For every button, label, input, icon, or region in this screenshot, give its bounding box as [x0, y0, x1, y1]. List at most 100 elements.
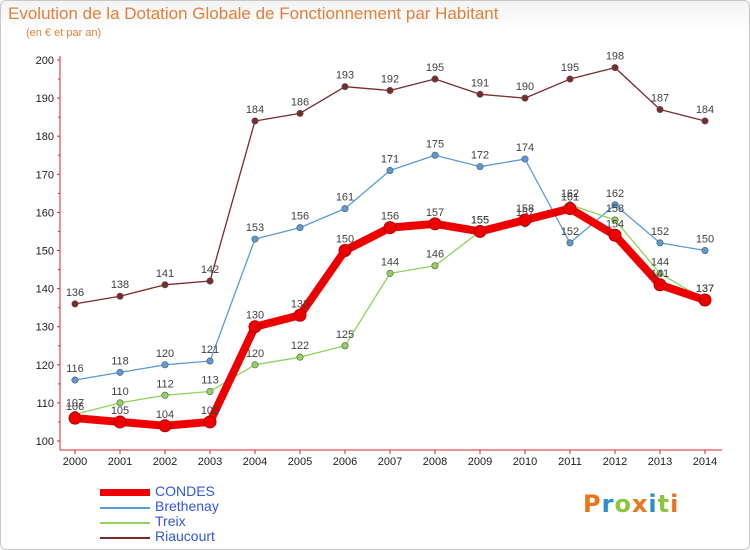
data-label-brethenay: 150: [696, 234, 714, 246]
y-tick-label: 180: [36, 131, 54, 143]
data-point-condes: [293, 308, 307, 322]
data-label-riaucourt: 136: [66, 287, 84, 299]
data-label-condes: 158: [516, 203, 534, 215]
data-point-riaucourt: [71, 300, 79, 308]
data-label-brethenay: 153: [246, 222, 264, 234]
data-label-brethenay: 116: [66, 363, 84, 375]
data-label-brethenay: 162: [606, 188, 624, 200]
data-label-brethenay: 120: [156, 348, 174, 360]
data-label-riaucourt: 186: [291, 96, 309, 108]
x-tick-label: 2013: [648, 456, 672, 468]
chart-legend: CONDES Brethenay Treix Riaucourt: [100, 483, 320, 545]
data-label-condes: 154: [606, 218, 624, 230]
y-tick-label: 110: [36, 398, 54, 410]
data-label-treix: 155: [471, 214, 489, 226]
data-label-brethenay: 152: [561, 226, 579, 238]
data-point-treix: [656, 269, 664, 277]
data-point-brethenay: [521, 155, 529, 163]
y-tick-label: 130: [36, 322, 54, 334]
chart-subtitle: (en € et par an): [26, 27, 102, 39]
data-label-brethenay: 121: [201, 344, 219, 356]
y-tick-label: 160: [36, 207, 54, 219]
x-tick-label: 2009: [468, 456, 492, 468]
data-label-condes: 141: [651, 268, 669, 280]
data-point-riaucourt: [251, 117, 259, 125]
data-label-riaucourt: 142: [201, 264, 219, 276]
data-label-riaucourt: 187: [651, 93, 669, 105]
data-label-treix: 162: [561, 188, 579, 200]
data-label-condes: 104: [156, 409, 174, 421]
series-line-condes: [71, 204, 709, 430]
data-point-brethenay: [296, 224, 304, 232]
data-point-treix: [296, 353, 304, 361]
data-label-condes: 105: [201, 405, 219, 417]
data-point-condes: [653, 278, 667, 292]
data-label-treix: 158: [606, 203, 624, 215]
data-label-brethenay: 118: [111, 355, 129, 367]
legend-item-riaucourt: Riaucourt: [100, 528, 320, 545]
legend-label: CONDES: [155, 483, 215, 499]
y-tick-label: 190: [36, 93, 54, 105]
data-point-treix: [206, 387, 214, 395]
x-tick-label: 2007: [378, 456, 402, 468]
data-label-condes: 150: [336, 234, 354, 246]
data-point-brethenay: [611, 201, 619, 209]
y-tick-label: 100: [36, 436, 54, 448]
data-point-riaucourt: [521, 94, 529, 102]
logo-letter: t: [657, 490, 671, 518]
data-label-condes: 137: [696, 283, 714, 295]
data-point-treix: [386, 269, 394, 277]
data-point-brethenay: [386, 166, 394, 174]
data-label-brethenay: 175: [426, 138, 444, 150]
data-point-riaucourt: [206, 277, 214, 285]
legend-item-brethenay: Brethenay: [100, 498, 320, 515]
data-point-condes: [338, 244, 352, 257]
data-point-condes: [428, 217, 442, 231]
data-point-brethenay: [476, 163, 484, 171]
y-tick-label: 170: [36, 169, 54, 181]
data-label-treix: 107: [66, 397, 84, 409]
y-tick-label: 140: [36, 284, 54, 296]
data-label-treix: 112: [156, 378, 174, 390]
data-label-riaucourt: 192: [381, 73, 399, 85]
x-tick-label: 2010: [513, 456, 537, 468]
data-label-riaucourt: 138: [111, 279, 129, 291]
data-label-brethenay: 156: [291, 211, 309, 223]
data-point-treix: [611, 216, 619, 224]
data-point-condes: [608, 228, 622, 242]
legend-label: Brethenay: [155, 498, 219, 514]
data-label-brethenay: 171: [381, 153, 399, 165]
data-point-brethenay: [566, 239, 574, 247]
data-label-treix: 125: [336, 329, 354, 341]
y-tick-label: 120: [36, 360, 54, 372]
data-label-condes: 133: [291, 298, 309, 310]
logo-letter: P: [583, 490, 602, 518]
x-tick-label: 2012: [603, 456, 627, 468]
data-point-brethenay: [341, 205, 349, 213]
logo-letter: i: [648, 490, 658, 518]
legend-swatch: [100, 489, 150, 496]
data-point-treix: [341, 342, 349, 350]
data-point-brethenay: [431, 151, 439, 159]
data-label-brethenay: 172: [471, 150, 489, 162]
data-label-riaucourt: 184: [246, 104, 264, 116]
data-label-riaucourt: 191: [471, 77, 489, 89]
data-label-condes: 105: [111, 405, 129, 417]
data-point-riaucourt: [296, 109, 304, 117]
data-point-riaucourt: [611, 64, 619, 72]
data-label-treix: 120: [246, 348, 264, 360]
data-point-condes: [518, 213, 532, 227]
data-point-brethenay: [251, 235, 259, 243]
data-point-riaucourt: [341, 83, 349, 91]
data-label-condes: 157: [426, 207, 444, 219]
data-label-treix: 144: [381, 256, 399, 268]
x-tick-label: 2006: [333, 456, 357, 468]
legend-label: Riaucourt: [155, 528, 215, 544]
data-label-riaucourt: 141: [156, 268, 174, 280]
x-tick-label: 2001: [108, 456, 132, 468]
x-tick-label: 2008: [423, 456, 447, 468]
data-point-riaucourt: [656, 106, 664, 114]
data-point-condes: [698, 293, 712, 307]
x-tick-label: 2014: [693, 456, 717, 468]
